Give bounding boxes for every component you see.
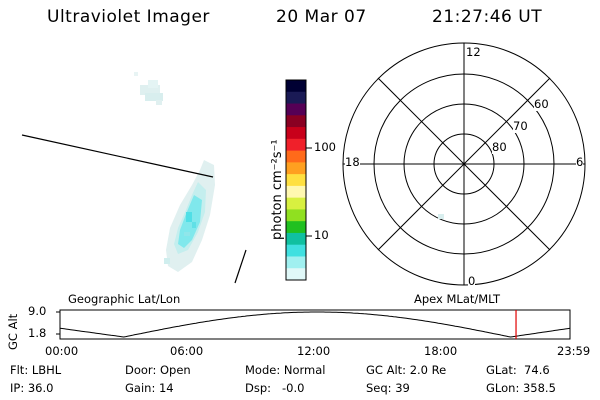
- colorbar-swatch: [286, 150, 306, 163]
- aurora-patch-upper: [134, 72, 163, 105]
- door-label: Door: Open: [125, 363, 191, 377]
- glon-label: GLon: 358.5: [486, 381, 556, 395]
- gain-label: Gain: 14: [125, 381, 174, 395]
- colorbar-swatch: [286, 197, 306, 210]
- time-label: 21:27:46 UT: [432, 7, 543, 27]
- lat-label-80: 80: [492, 140, 507, 154]
- color-bar-frame: [285, 79, 307, 281]
- glat-label: GLat: 74.6: [486, 363, 550, 377]
- altitude-plot-frame: [59, 309, 571, 340]
- time-tick-1200: 12:00: [297, 344, 331, 358]
- mlt-label-0: 0: [468, 274, 476, 288]
- polar-aurora-speck: [438, 214, 444, 219]
- apex-coords-label: Apex MLat/MLT: [414, 292, 501, 306]
- gc-alt-label: GC Alt: 2.0 Re: [366, 363, 447, 377]
- colorbar-swatch: [286, 80, 306, 93]
- colorbar-swatch: [286, 185, 306, 199]
- mlt-label-6: 6: [576, 155, 584, 169]
- polar-diagonal-2: [377, 77, 551, 251]
- mlt-label-18: 18: [345, 155, 360, 169]
- alt-tick-label-1-8: 1.8: [28, 326, 47, 340]
- date-label: 20 Mar 07: [276, 7, 367, 27]
- colorbar-tick-label-10: 10: [314, 228, 329, 242]
- color-bar-swatches: [286, 80, 306, 281]
- seq-label: Seq: 39: [366, 381, 410, 395]
- colorbar-swatch: [286, 115, 306, 128]
- colorbar-swatch: [286, 103, 306, 116]
- lat-label-70: 70: [513, 119, 528, 133]
- colorbar-swatch: [286, 174, 306, 187]
- aurora-oval: [164, 160, 215, 272]
- mlt-label-12: 12: [466, 45, 481, 59]
- colorbar-swatch: [286, 232, 306, 246]
- time-tick-0600: 06:00: [170, 344, 204, 358]
- geographic-coords-label: Geographic Lat/Lon: [68, 292, 181, 306]
- terminator-line: [21, 134, 214, 178]
- lat-label-60: 60: [534, 97, 549, 111]
- colorbar-swatch: [286, 127, 306, 140]
- colorbar-swatch: [286, 256, 306, 269]
- colorbar-swatch: [286, 162, 306, 175]
- filter-label: Flt: LBHL: [10, 363, 62, 377]
- time-tick-0000: 00:00: [45, 344, 79, 358]
- time-tick-1800: 18:00: [424, 344, 458, 358]
- colorbar-tick-label-100: 100: [314, 140, 336, 154]
- colorbar-swatch: [286, 221, 306, 234]
- altitude-curve: [59, 311, 571, 338]
- terminator-line-lower: [234, 249, 247, 284]
- instrument-title: Ultraviolet Imager: [47, 7, 210, 27]
- alt-tick-label-9: 9.0: [28, 304, 47, 318]
- colorbar-swatch: [286, 244, 306, 257]
- colorbar-swatch: [286, 268, 306, 281]
- colorbar-swatch: [286, 209, 306, 222]
- ip-label: IP: 36.0: [10, 381, 54, 395]
- colorbar-swatch: [286, 91, 306, 105]
- colorbar-swatch: [286, 138, 306, 152]
- mode-label: Mode: Normal: [245, 363, 326, 377]
- time-tick-2359: 23:59: [557, 344, 591, 358]
- dsp-label: Dsp: -0.0: [245, 381, 305, 395]
